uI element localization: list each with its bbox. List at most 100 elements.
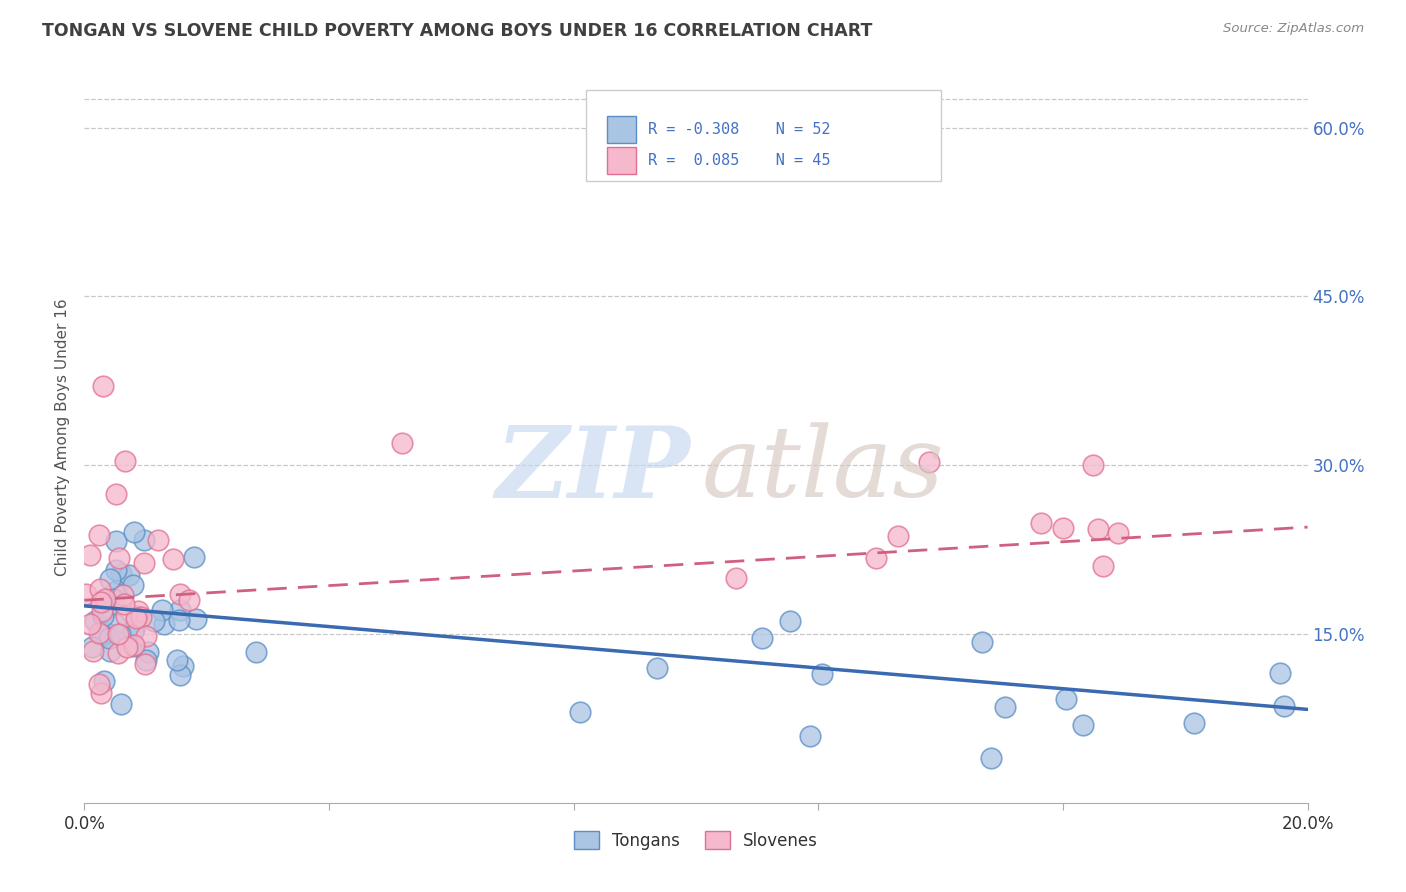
- Point: [93, 592, 115, 607]
- Point: [1268, 666, 1291, 681]
- Point: [83, 614, 105, 628]
- Point: [391, 435, 413, 450]
- Point: [1071, 718, 1094, 732]
- Bar: [606, 146, 636, 175]
- Point: [1087, 522, 1109, 536]
- Text: Source: ZipAtlas.com: Source: ZipAtlas.com: [1223, 22, 1364, 36]
- Point: [107, 627, 129, 641]
- Point: [980, 751, 1002, 765]
- Point: [568, 705, 591, 719]
- Point: [122, 640, 145, 654]
- Text: R =  0.085    N = 45: R = 0.085 N = 45: [648, 153, 831, 168]
- Point: [98, 644, 121, 658]
- Point: [118, 568, 141, 582]
- Point: [103, 592, 125, 607]
- Point: [89, 582, 111, 596]
- Point: [122, 525, 145, 540]
- Point: [1182, 716, 1205, 731]
- Point: [1052, 521, 1074, 535]
- Point: [169, 587, 191, 601]
- Point: [645, 661, 668, 675]
- Point: [779, 615, 801, 629]
- Point: [1107, 525, 1129, 540]
- Point: [94, 625, 117, 640]
- Text: TONGAN VS SLOVENE CHILD POVERTY AMONG BOYS UNDER 16 CORRELATION CHART: TONGAN VS SLOVENE CHILD POVERTY AMONG BO…: [42, 22, 873, 40]
- Point: [122, 578, 145, 592]
- Point: [1081, 458, 1104, 472]
- Legend: Tongans, Slovenes: Tongans, Slovenes: [567, 824, 825, 856]
- Point: [104, 563, 127, 577]
- Point: [134, 556, 156, 570]
- Point: [167, 613, 190, 627]
- Point: [98, 572, 121, 586]
- Point: [110, 698, 132, 712]
- Point: [121, 624, 143, 639]
- Point: [172, 659, 194, 673]
- Point: [135, 629, 157, 643]
- Point: [131, 610, 153, 624]
- Point: [87, 527, 110, 541]
- Point: [75, 587, 97, 601]
- Point: [146, 533, 169, 547]
- Point: [90, 595, 112, 609]
- Point: [90, 628, 112, 642]
- Point: [183, 549, 205, 564]
- Point: [972, 635, 994, 649]
- Point: [122, 639, 145, 653]
- Point: [1091, 559, 1114, 574]
- Point: [134, 657, 156, 671]
- Point: [107, 647, 129, 661]
- Point: [136, 644, 159, 658]
- Point: [166, 653, 188, 667]
- Point: [105, 584, 128, 599]
- Point: [811, 666, 834, 681]
- Point: [245, 645, 267, 659]
- Point: [112, 588, 135, 602]
- Point: [799, 729, 821, 743]
- Point: [110, 567, 132, 582]
- Point: [115, 640, 138, 654]
- Bar: [606, 116, 636, 144]
- Point: [90, 686, 112, 700]
- Point: [150, 603, 173, 617]
- Point: [917, 455, 939, 469]
- Point: [1029, 516, 1052, 530]
- Point: [104, 617, 127, 632]
- Point: [127, 608, 149, 623]
- Point: [108, 551, 131, 566]
- Point: [94, 602, 117, 616]
- Point: [114, 454, 136, 468]
- Text: R = -0.308    N = 52: R = -0.308 N = 52: [648, 122, 831, 137]
- Point: [91, 608, 114, 623]
- Point: [135, 653, 157, 667]
- Point: [90, 604, 112, 618]
- Point: [104, 534, 127, 549]
- Point: [865, 550, 887, 565]
- Point: [82, 640, 104, 654]
- Point: [87, 677, 110, 691]
- Point: [162, 551, 184, 566]
- Point: [186, 612, 208, 626]
- Point: [177, 592, 200, 607]
- Point: [93, 673, 115, 688]
- Y-axis label: Child Poverty Among Boys Under 16: Child Poverty Among Boys Under 16: [55, 298, 70, 576]
- Point: [98, 632, 121, 646]
- Point: [169, 668, 191, 682]
- Point: [110, 626, 132, 640]
- Point: [751, 631, 773, 645]
- Point: [1054, 692, 1077, 706]
- Point: [115, 609, 138, 624]
- Point: [91, 379, 114, 393]
- Point: [1272, 699, 1295, 714]
- Point: [122, 622, 145, 636]
- Point: [725, 572, 748, 586]
- Point: [169, 603, 191, 617]
- Point: [79, 549, 101, 563]
- Point: [82, 644, 104, 658]
- Point: [132, 533, 155, 548]
- Point: [127, 604, 149, 618]
- Point: [89, 625, 111, 640]
- Text: ZIP: ZIP: [495, 422, 690, 518]
- Point: [104, 487, 127, 501]
- Point: [887, 529, 910, 543]
